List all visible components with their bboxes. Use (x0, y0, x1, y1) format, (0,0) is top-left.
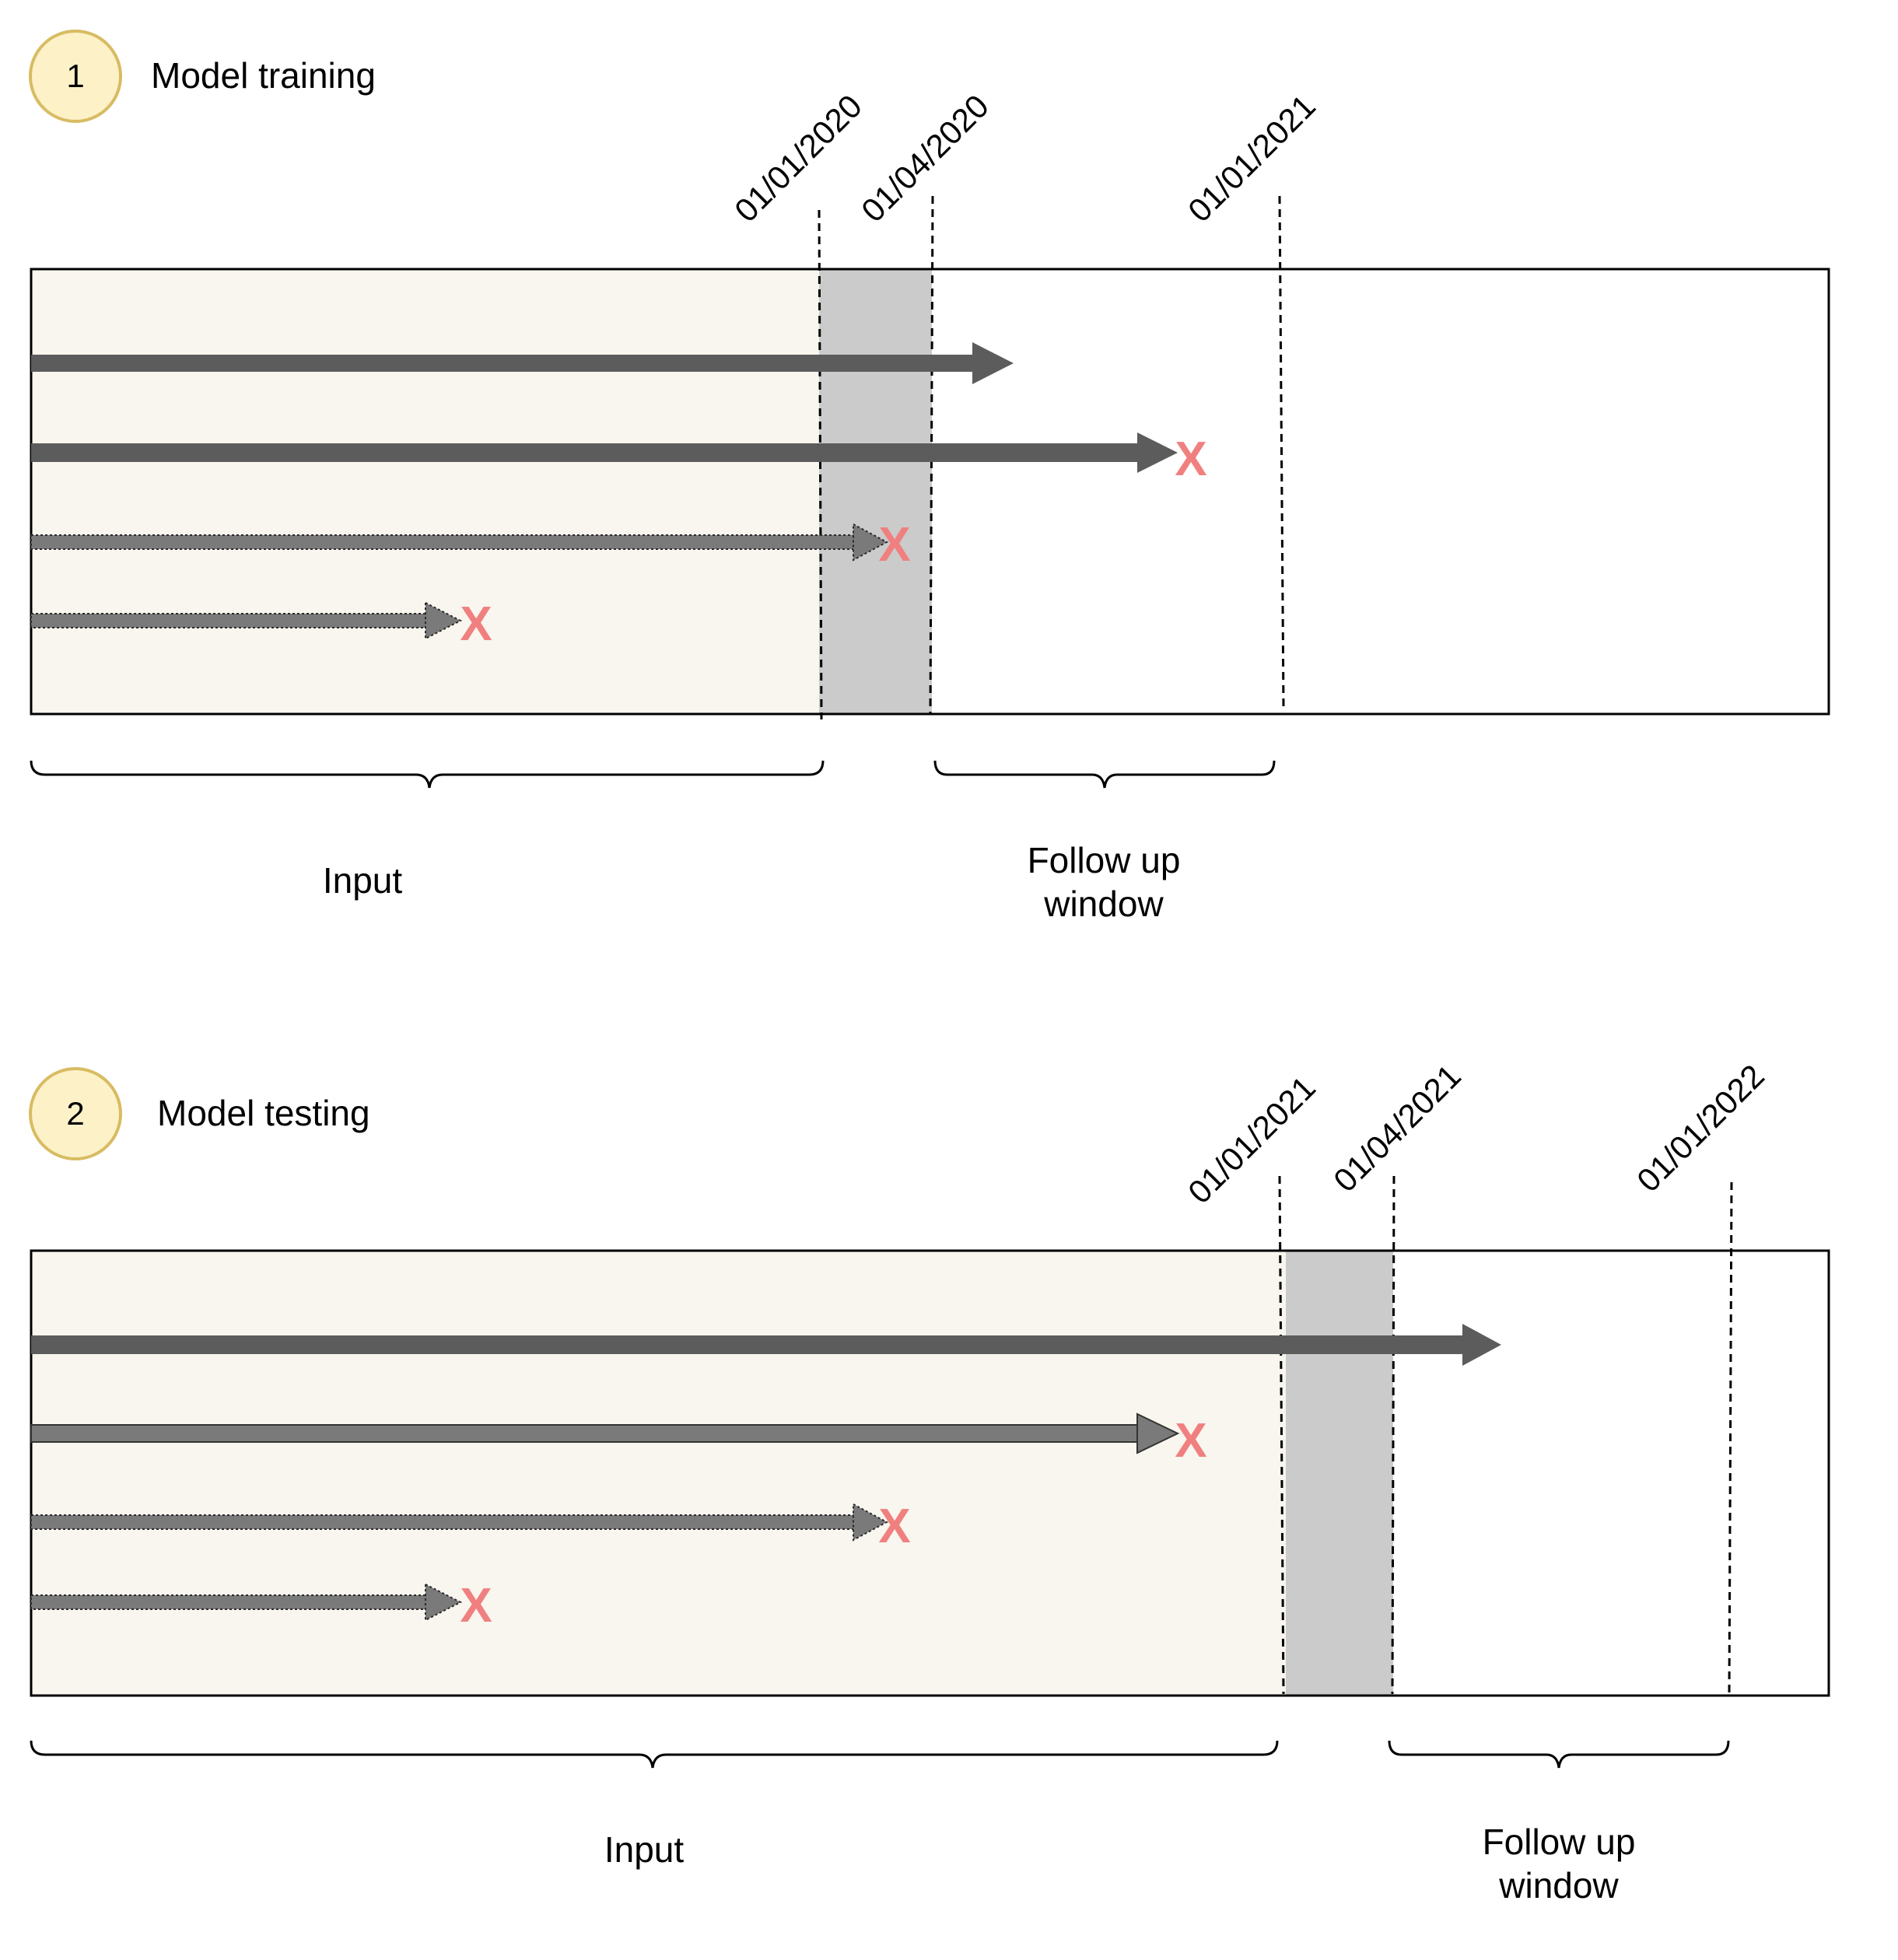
date-label: 01/01/2022 (1630, 1057, 1771, 1199)
date-divider (1278, 1175, 1285, 1695)
date-divider (1278, 195, 1285, 707)
date-divider (1728, 1181, 1733, 1696)
step-badge (29, 30, 122, 123)
followup-label: window (1498, 1865, 1619, 1906)
panel-title: Model training (151, 55, 376, 96)
trajectory-arrow (31, 432, 1178, 473)
date-label: 01/01/2021 (1181, 1069, 1322, 1210)
date-divider (818, 209, 823, 720)
gap-region (819, 270, 932, 713)
input-brace (30, 1740, 1279, 1769)
step-number: 2 (66, 1095, 84, 1132)
date-label: 01/01/2021 (1181, 87, 1322, 229)
date-divider (929, 195, 934, 715)
event-marker: X (1175, 432, 1206, 486)
event-marker: X (460, 1579, 492, 1633)
step-number: 1 (66, 58, 84, 94)
trajectory-arrow (30, 1583, 463, 1622)
gap-region (1286, 1251, 1393, 1695)
date-label: 01/04/2020 (854, 87, 996, 229)
input-brace (30, 760, 825, 789)
followup-label: Follow up (1028, 840, 1181, 880)
trajectory-arrow (30, 601, 463, 640)
trajectory-arrow (31, 342, 1014, 384)
panel-title: Model testing (157, 1093, 370, 1133)
panel-training: 1 Model training 01/01/2020 01/04/2020 0… (29, 30, 1830, 924)
event-marker: X (460, 597, 492, 651)
date-label: 01/01/2020 (727, 87, 869, 229)
event-marker: X (878, 1500, 910, 1553)
trajectory-arrow (30, 1412, 1180, 1454)
input-region (32, 1251, 1286, 1695)
followup-label: Follow up (1483, 1822, 1636, 1862)
trajectory-arrow (30, 523, 889, 562)
date-label: 01/04/2021 (1326, 1057, 1468, 1199)
input-label: Input (323, 860, 403, 901)
trajectory-arrow (30, 1503, 889, 1542)
step-badge (29, 1067, 122, 1160)
followup-label: window (1043, 884, 1164, 924)
panel-testing: 2 Model testing 01/01/2021 01/04/2021 01… (29, 1057, 1830, 1906)
input-region (32, 270, 819, 713)
followup-brace (1388, 1740, 1730, 1769)
date-divider (1391, 1175, 1395, 1695)
event-marker: X (1175, 1414, 1206, 1468)
followup-brace (933, 760, 1276, 789)
event-marker: X (878, 518, 910, 572)
input-label: Input (604, 1829, 685, 1870)
trajectory-arrow (31, 1324, 1501, 1366)
